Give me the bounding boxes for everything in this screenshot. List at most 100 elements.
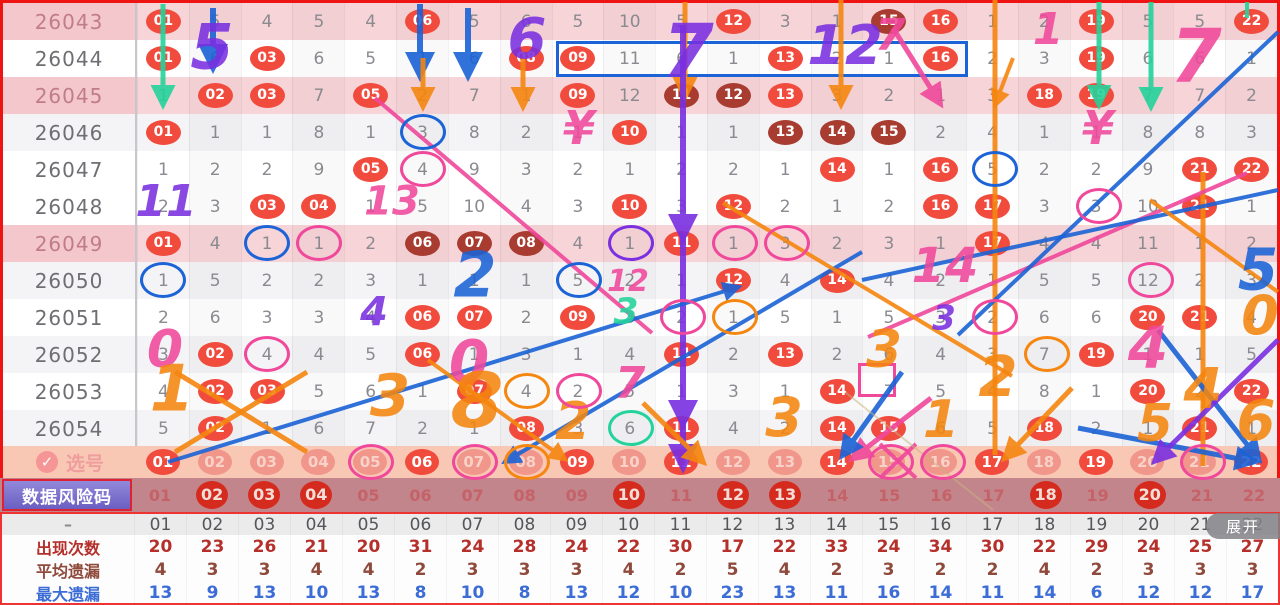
trend-cell: 2: [396, 77, 448, 114]
risk-code-number: 04: [300, 481, 333, 509]
drawn-number-oval: 11: [664, 416, 700, 441]
select-number-20[interactable]: 20: [1130, 449, 1165, 475]
trend-cell: 11: [603, 40, 655, 77]
drawn-number-oval: 18: [1026, 416, 1062, 441]
select-number-06[interactable]: 06: [404, 449, 439, 475]
trend-cell: 3: [499, 336, 552, 373]
risk-code-number: 21: [1190, 485, 1213, 505]
select-number-10[interactable]: 10: [612, 449, 647, 475]
trend-cell: 3: [914, 299, 966, 336]
stats-value: 14: [1018, 581, 1070, 605]
stats-value: 25: [1174, 535, 1226, 559]
select-number-03[interactable]: 03: [249, 449, 284, 475]
select-number-15[interactable]: 15: [871, 449, 906, 475]
select-number-13[interactable]: 13: [767, 449, 802, 475]
trend-cell: 1: [706, 299, 759, 336]
trend-cell: 08: [499, 225, 552, 262]
trend-cell: 1: [1121, 336, 1174, 373]
trend-cell: 2: [240, 151, 293, 188]
select-number-05[interactable]: 05: [353, 449, 388, 475]
drawn-number-oval: 02: [197, 83, 233, 108]
stats-col-header: 21: [1174, 514, 1226, 535]
select-number-07[interactable]: 07: [456, 449, 491, 475]
trend-cell: 1: [499, 262, 552, 299]
expand-button[interactable]: 展开: [1206, 513, 1280, 539]
stats-col-header: 01: [134, 514, 186, 535]
trend-cell: 18: [1017, 77, 1070, 114]
trend-cell: 1: [1225, 188, 1277, 225]
trend-cell: 1: [240, 114, 293, 151]
select-number-17[interactable]: 17: [974, 449, 1009, 475]
trend-cell: 3: [758, 3, 811, 40]
drawn-number-oval: 10: [612, 120, 648, 145]
trend-cell: 4: [499, 373, 552, 410]
trend-cell: 2: [551, 373, 604, 410]
drawn-number-oval: 19: [1078, 83, 1114, 108]
select-number-02[interactable]: 02: [197, 449, 232, 475]
stats-value: 29: [1070, 535, 1122, 559]
risk-code-number: 10: [612, 481, 645, 509]
select-number-14[interactable]: 14: [819, 449, 854, 475]
trend-cell: 2: [499, 299, 552, 336]
draw-row: 26045 1 02 03 7 05 2 7 1 09 12 11 12 13 3 2 1 3 18 19 7 7 2: [3, 77, 1277, 114]
drawn-number-oval: 09: [560, 83, 596, 108]
trend-cell: 1: [1225, 410, 1277, 447]
trend-cell: 2: [1173, 373, 1225, 410]
stats-value: 12: [1122, 581, 1174, 605]
select-number-22[interactable]: 22: [1234, 449, 1269, 475]
trend-cell: 3: [137, 336, 189, 373]
stats-value: 3: [498, 558, 550, 582]
draw-row: 26048 2 3 03 04 1 5 10 4 3 10 3 12 2 1 2 16 17 3 3 10 21 1: [3, 188, 1277, 225]
draw-id: 26044: [3, 40, 137, 77]
stats-value: 21: [290, 535, 342, 559]
stats-value: 27: [1226, 535, 1278, 559]
select-number-12[interactable]: 12: [715, 449, 750, 475]
stats-col-header: 18: [1018, 514, 1070, 535]
select-number-08[interactable]: 08: [508, 449, 543, 475]
select-number-21[interactable]: 21: [1182, 449, 1217, 475]
trend-cell: 1: [447, 336, 500, 373]
trend-cell: 2: [396, 410, 448, 447]
trend-cell: 15: [862, 114, 914, 151]
drawn-number-oval: 22: [1234, 9, 1270, 34]
trend-cell: 4: [862, 262, 914, 299]
trend-cell: 1: [137, 77, 189, 114]
draw-id: 26054: [3, 410, 137, 447]
stats-value: 3: [238, 558, 290, 582]
draw-row: 26050 1 5 2 2 3 1 1 1 5 2 1 12 4 14 4 2 1 5 5 12 2 3: [3, 262, 1277, 299]
select-number-04[interactable]: 04: [301, 449, 336, 475]
drawn-number-oval: 07: [456, 305, 492, 330]
trend-cell: 1: [655, 373, 707, 410]
drawn-number-oval: 05: [353, 157, 389, 182]
trend-cell: 4: [240, 336, 293, 373]
trend-cell: 2: [137, 299, 189, 336]
trend-cell: 6: [292, 40, 344, 77]
draw-id: 26043: [3, 3, 137, 40]
select-number-18[interactable]: 18: [1026, 449, 1061, 475]
trend-cell: 22: [1225, 3, 1277, 40]
select-number-01[interactable]: 01: [145, 449, 180, 475]
trend-cell: 6: [344, 373, 396, 410]
stats-value: 31: [394, 535, 446, 559]
select-number-09[interactable]: 09: [560, 449, 595, 475]
drawn-number-oval: 21: [1182, 157, 1218, 182]
drawn-number-oval: 17: [974, 231, 1010, 256]
trend-cell: 14: [810, 114, 863, 151]
trend-cell: 5: [603, 373, 655, 410]
trend-cell: 20: [1121, 373, 1174, 410]
drawn-number-oval: 21: [1182, 416, 1218, 441]
drawn-number-oval: 13: [767, 342, 803, 367]
select-label-text: 选号: [65, 452, 104, 475]
select-number-16[interactable]: 16: [923, 449, 958, 475]
trend-cell: 4: [966, 114, 1018, 151]
drawn-number-oval: 20: [1130, 305, 1166, 330]
select-number-11[interactable]: 11: [664, 449, 699, 475]
trend-cell: 7: [1017, 336, 1070, 373]
trend-cell: 10: [447, 188, 500, 225]
select-number-19[interactable]: 19: [1078, 449, 1113, 475]
drawn-number-oval: 11: [664, 342, 700, 367]
stats-value: 13: [342, 581, 394, 605]
trend-cell: 1: [396, 40, 448, 77]
stats-row-label: 最大遗漏: [35, 585, 100, 604]
stats-value: 24: [446, 535, 498, 559]
